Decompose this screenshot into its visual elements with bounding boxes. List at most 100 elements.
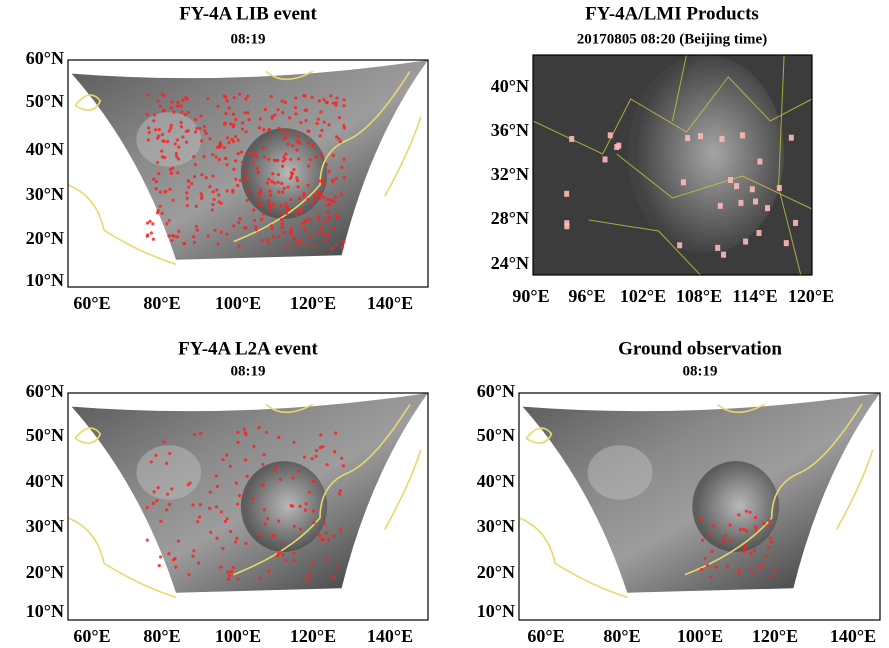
lightning-event — [215, 536, 219, 540]
lightning-event — [209, 530, 213, 534]
lightning-event — [206, 96, 210, 101]
lightning-event — [308, 233, 312, 237]
lightning-event — [195, 126, 199, 131]
lightning-event — [203, 128, 207, 133]
lightning-event — [176, 157, 181, 161]
lightning-event — [717, 202, 723, 209]
lightning-event — [762, 521, 766, 526]
lightning-event — [163, 156, 167, 160]
lightning-event — [152, 490, 156, 494]
lightning-event — [165, 508, 169, 512]
lightning-event — [298, 196, 302, 200]
lightning-event — [236, 430, 240, 434]
lightning-event — [320, 225, 324, 229]
y-tick-label: 30°N — [477, 516, 515, 536]
lightning-event — [317, 197, 322, 201]
lightning-event — [236, 577, 240, 581]
lightning-event — [286, 185, 290, 189]
lightning-event — [742, 527, 746, 531]
cloud-area — [136, 445, 202, 500]
lightning-event — [245, 474, 249, 478]
lightning-event — [280, 222, 284, 226]
lightning-event — [188, 481, 192, 485]
lightning-event — [225, 136, 230, 140]
lightning-event — [225, 453, 229, 457]
x-tick-label: 80°E — [143, 626, 180, 646]
lightning-event — [234, 118, 238, 122]
lightning-event — [293, 106, 298, 110]
coastline — [67, 70, 422, 266]
lightning-event — [307, 164, 311, 168]
lightning-event — [208, 506, 212, 510]
lightning-event — [236, 183, 240, 188]
lightning-event — [168, 502, 172, 507]
lightning-event — [179, 104, 183, 108]
lightning-event — [277, 435, 281, 439]
lightning-event — [229, 122, 233, 126]
lightning-event — [342, 124, 346, 128]
lightning-event — [160, 132, 165, 137]
lightning-event — [294, 112, 298, 116]
lightning-event — [198, 503, 202, 507]
x-tick-label: 100°E — [215, 626, 261, 646]
lightning-event — [199, 192, 203, 196]
lightning-event — [242, 427, 246, 431]
lightning-event — [208, 490, 212, 494]
lightning-event — [243, 111, 247, 115]
lightning-event — [222, 94, 226, 98]
lightning-event — [244, 97, 248, 101]
lightning-event — [318, 533, 322, 537]
y-tick-label: 20°N — [26, 562, 64, 582]
lightning-event — [229, 570, 234, 574]
lightning-event — [325, 463, 329, 467]
lightning-event — [277, 190, 281, 194]
lightning-event — [312, 194, 317, 198]
lightning-event — [283, 157, 287, 161]
lightning-event — [154, 453, 158, 458]
lightning-event — [697, 133, 703, 140]
lightning-event — [177, 145, 181, 149]
lightning-event — [181, 135, 185, 139]
lightning-event — [225, 189, 229, 193]
lightning-event — [181, 98, 185, 102]
lightning-event — [292, 558, 296, 563]
lightning-event — [173, 556, 177, 561]
lightning-event — [267, 241, 271, 245]
lightning-event — [158, 104, 162, 108]
lightning-event — [754, 528, 758, 532]
lightning-event — [175, 235, 179, 239]
lightning-event — [322, 98, 326, 102]
lightning-event — [206, 234, 210, 238]
lightning-event — [788, 134, 794, 141]
lightning-event — [292, 440, 296, 444]
lightning-event — [325, 163, 329, 167]
lightning-event — [749, 186, 755, 193]
lightning-event — [186, 179, 190, 183]
lightning-event — [148, 219, 152, 224]
lightning-event — [252, 444, 256, 449]
lightning-event — [267, 157, 271, 161]
lightning-event — [274, 466, 278, 470]
coastline — [67, 403, 422, 599]
lightning-event — [742, 549, 746, 554]
lightning-event — [174, 151, 178, 156]
lightning-event — [331, 153, 335, 157]
lightning-event — [284, 136, 288, 140]
lightning-event — [728, 176, 734, 183]
lightning-event — [219, 510, 223, 514]
lightning-event — [192, 240, 197, 244]
lightning-event — [243, 458, 248, 462]
lightning-event — [268, 193, 273, 197]
panel-subtitle: 08:19 — [231, 31, 266, 47]
panel-subtitle: 08:19 — [683, 363, 718, 379]
y-tick-label: 10°N — [26, 601, 64, 621]
lightning-event — [292, 551, 296, 555]
lightning-event — [199, 114, 203, 118]
lightning-event — [321, 538, 325, 542]
lightning-event — [146, 138, 150, 142]
lightning-event — [281, 159, 285, 163]
lightning-event — [284, 202, 288, 206]
lightning-event — [187, 573, 191, 577]
lightning-event — [276, 108, 280, 112]
lightning-event — [208, 137, 212, 141]
